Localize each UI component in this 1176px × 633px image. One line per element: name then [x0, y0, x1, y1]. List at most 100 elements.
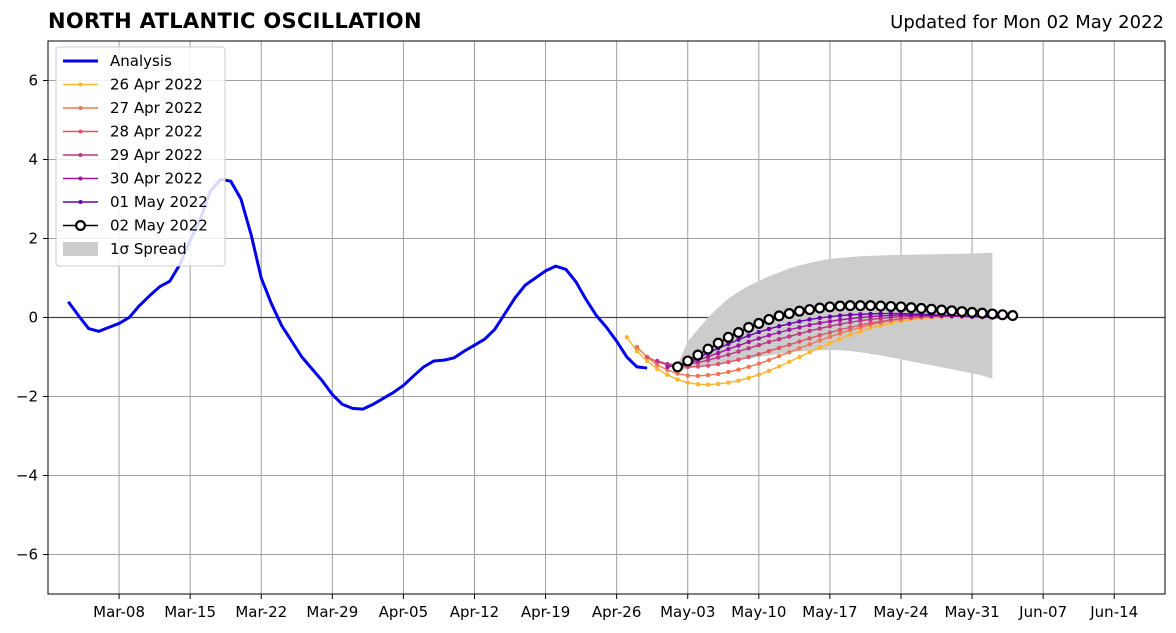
forecast-point — [766, 357, 772, 363]
forecast-point — [746, 339, 751, 345]
forecast-point — [807, 350, 812, 355]
forecast-point — [736, 367, 741, 372]
forecast-point — [756, 336, 762, 341]
forecast-point — [817, 315, 822, 321]
legend-entry: 01 May 2022 — [63, 193, 208, 211]
forecast-point — [715, 350, 721, 356]
forecast-point — [736, 337, 741, 342]
y-tick-label: 0 — [28, 309, 38, 327]
legend: Analysis 26 Apr 2022 27 Apr 2022 28 Apr 202… — [55, 46, 226, 267]
forecast-point — [756, 342, 762, 348]
latest-forecast-point — [793, 305, 805, 317]
chart-subtitle: Updated for Mon 02 May 2022 — [890, 12, 1164, 33]
forecast-point — [817, 338, 822, 343]
legend-marker — [78, 176, 83, 181]
forecast-point — [766, 333, 772, 338]
latest-forecast-point — [925, 303, 937, 315]
y-tick-label: −4 — [16, 467, 38, 485]
forecast-point — [797, 319, 802, 324]
forecast-point — [746, 364, 751, 370]
forecast-point — [665, 372, 670, 378]
forecast-point — [746, 333, 751, 338]
latest-forecast-point — [865, 300, 877, 312]
y-tick-label: −6 — [16, 546, 38, 564]
forecast-point — [756, 351, 762, 357]
legend-marker — [78, 106, 83, 110]
y-tick-label: 6 — [28, 72, 38, 90]
legend-entry: 26 Apr 2022 — [63, 76, 203, 94]
forecast-point — [655, 358, 660, 364]
forecast-point — [736, 378, 741, 383]
grid-lines — [48, 41, 1165, 594]
latest-forecast-point — [936, 304, 948, 316]
legend-marker — [78, 153, 83, 157]
legend-entry: 29 Apr 2022 — [63, 146, 203, 164]
latest-forecast-point — [672, 361, 684, 373]
forecast-point — [746, 375, 751, 381]
legend-label: Analysis — [110, 52, 172, 70]
forecast-point — [705, 363, 711, 368]
forecast-point — [807, 336, 812, 341]
forecast-point — [685, 373, 690, 378]
latest-forecast-point — [763, 313, 775, 325]
forecast-point — [766, 326, 772, 332]
forecast-point — [675, 377, 680, 382]
latest-forecast-point — [885, 300, 897, 312]
x-tick-label: Mar-08 — [93, 603, 145, 621]
forecast-point — [847, 332, 853, 338]
analysis-line — [67, 177, 648, 411]
forecast-point — [655, 366, 660, 372]
chart-title: NORTH ATLANTIC OSCILLATION — [48, 9, 422, 33]
legend-marker — [78, 200, 83, 204]
forecast-point — [827, 334, 833, 340]
legend-entry: 28 Apr 2022 — [63, 123, 203, 141]
forecast-point — [858, 312, 863, 317]
latest-forecast-point — [682, 355, 694, 367]
latest-forecast-point — [915, 302, 927, 314]
forecast-point — [746, 346, 751, 351]
forecast-point — [695, 373, 701, 379]
x-tick-label: Mar-22 — [235, 603, 287, 621]
forecast-point — [634, 348, 640, 354]
forecast-point — [746, 354, 751, 360]
latest-forecast-point — [743, 321, 755, 333]
forecast-point — [817, 333, 822, 338]
forecast-point — [797, 346, 802, 351]
forecast-point — [787, 321, 792, 327]
legend-label: 1σ Spread — [110, 240, 187, 258]
latest-forecast-point — [854, 300, 866, 312]
forecast-point — [837, 336, 843, 342]
forecast-point — [756, 361, 762, 366]
latest-forecast-point — [702, 343, 714, 355]
legend-label: 01 May 2022 — [110, 193, 208, 211]
x-tick-label: Jun-14 — [1089, 603, 1138, 621]
forecast-point — [797, 339, 802, 344]
forecast-point — [837, 321, 843, 327]
latest-forecast — [672, 300, 1019, 373]
latest-forecast-point — [997, 309, 1009, 321]
latest-forecast-point — [946, 305, 958, 317]
x-tick-label: Mar-29 — [306, 603, 358, 621]
forecast-point — [858, 329, 863, 334]
forecast-point — [736, 357, 741, 363]
legend-entry: 30 Apr 2022 — [63, 170, 203, 188]
y-tick-label: −2 — [16, 388, 38, 406]
latest-forecast-point — [804, 304, 816, 316]
forecast-point — [726, 369, 731, 375]
latest-forecast-point — [905, 302, 917, 314]
latest-forecast-point — [875, 300, 887, 312]
legend-label: 27 Apr 2022 — [110, 99, 203, 117]
forecast-point — [827, 340, 833, 346]
forecast-point — [847, 312, 853, 317]
forecast-point — [827, 330, 833, 335]
forecast-point — [797, 354, 802, 360]
latest-forecast-point — [844, 300, 856, 312]
forecast-point — [756, 329, 762, 335]
forecast-point — [726, 346, 731, 352]
forecast-point — [726, 380, 731, 385]
forecast-point — [776, 323, 782, 329]
forecast-point — [766, 339, 772, 345]
forecast-point — [837, 313, 843, 318]
x-tick-label: May-31 — [944, 603, 999, 621]
